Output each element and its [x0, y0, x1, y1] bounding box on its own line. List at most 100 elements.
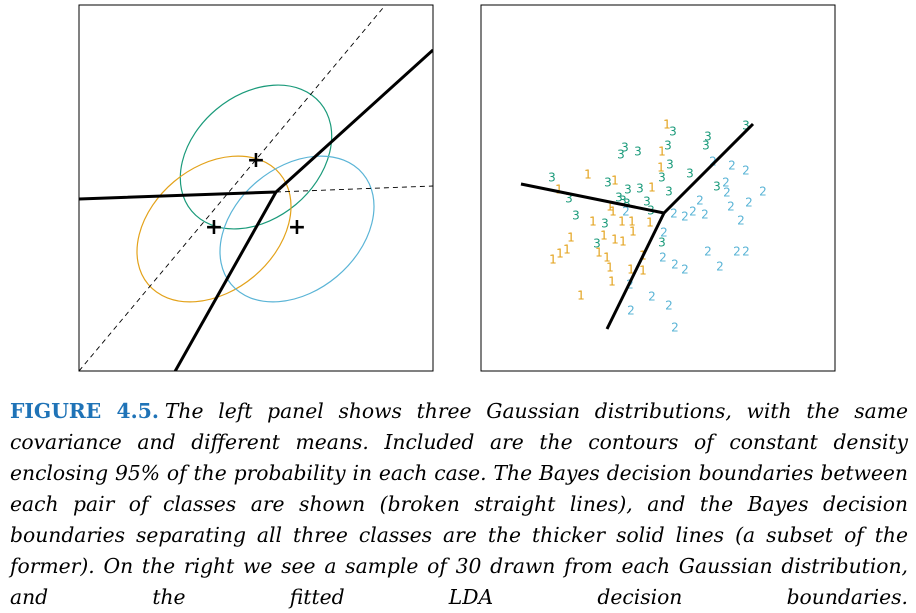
class3-contour: [179, 84, 333, 230]
sample-point-class3: 3: [617, 148, 625, 162]
sample-point-class2: 2: [745, 196, 753, 210]
sample-point-class3: 3: [664, 139, 672, 153]
sample-point-class1: 1: [577, 289, 585, 303]
sample-point-class2: 2: [701, 208, 709, 222]
sample-point-class2: 2: [727, 200, 735, 214]
sample-point-class2: 2: [716, 260, 724, 274]
sample-point-class3: 3: [548, 171, 556, 185]
sample-point-class3: 3: [658, 236, 666, 250]
sample-point-class3: 3: [665, 185, 673, 199]
sample-point-class1: 1: [627, 263, 635, 277]
sample-point-class3: 3: [666, 158, 674, 172]
lda-boundary-down: [605, 212, 666, 330]
lda-boundary-left: [520, 182, 665, 215]
sample-point-class3: 3: [615, 191, 623, 205]
sample-point-class3: 3: [704, 130, 712, 144]
sample-point-class1: 1: [606, 261, 614, 275]
sample-point-class2: 2: [648, 290, 656, 304]
sample-point-class2: 2: [722, 176, 730, 190]
sample-point-class2: 2: [728, 159, 736, 173]
sample-point-class2: 2: [709, 155, 717, 169]
sample-point-class1: 1: [619, 235, 627, 249]
sample-point-class1: 1: [611, 174, 619, 188]
sample-point-class1: 1: [600, 229, 608, 243]
sample-point-class3: 3: [593, 237, 601, 251]
left-panel-frame: [78, 4, 434, 372]
sample-point-class2: 2: [723, 186, 731, 200]
sample-point-class3: 3: [658, 171, 666, 185]
sample-point-class2: 2: [665, 299, 673, 313]
mean-marker-class3: +: [247, 148, 265, 173]
sample-point-class2: 2: [737, 214, 745, 228]
sample-point-class3: 3: [619, 194, 627, 208]
sample-point-class3: 3: [634, 145, 642, 159]
sample-point-class3: 3: [623, 197, 631, 211]
bayes-boundary-solid: [79, 48, 433, 201]
sample-point-class3: 3: [702, 139, 710, 153]
sample-point-class3: 3: [601, 217, 609, 231]
bayes-boundary-dashed-1: [79, 5, 387, 371]
sample-point-class1: 1: [646, 216, 654, 230]
sample-point-class2: 2: [681, 210, 689, 224]
sample-point-class1: 1: [549, 253, 557, 267]
mean-marker-class2: +: [288, 215, 306, 240]
sample-point-class2: 2: [742, 164, 750, 178]
sample-point-class2: 2: [671, 258, 679, 272]
sample-point-class2: 2: [659, 251, 667, 265]
sample-point-class2: 2: [671, 321, 679, 335]
right-panel-frame: [480, 4, 836, 372]
sample-point-class1: 1: [648, 181, 656, 195]
lda-boundary-upper-right: [662, 122, 755, 215]
sample-points: 13 333 333 311 3 2 2 213 3 1 3 33 21 3 3 1 3 2 23 333 31 2 223…: [548, 118, 767, 335]
sample-point-class2: 2: [742, 245, 750, 259]
caption-label: FIGURE 4.5.: [10, 399, 159, 423]
sample-point-class2: 2: [627, 304, 635, 318]
sample-point-class3: 3: [604, 176, 612, 190]
sample-point-class1: 1: [603, 251, 611, 265]
sample-point-class2: 2: [733, 245, 741, 259]
mean-marker-class1: +: [205, 215, 223, 240]
sample-point-class3: 3: [572, 209, 580, 223]
class1-contour: [136, 155, 292, 303]
sample-point-class2: 2: [704, 245, 712, 259]
sample-point-class3: 3: [565, 192, 573, 206]
caption-text: The left panel shows three Gaussian dist…: [10, 399, 909, 609]
figure: + + + 13 333 333 311 3 2 2 213 3 1 3 33 21 3 3 1 3 2 23 333…: [78, 4, 836, 372]
figure-caption: FIGURE 4.5. The left panel shows three Ga…: [10, 396, 908, 613]
sample-point-class1: 1: [584, 168, 592, 182]
sample-point-class1: 1: [639, 264, 647, 278]
sample-point-class2: 2: [622, 205, 630, 219]
sample-point-class3: 3: [713, 180, 721, 194]
sample-point-class3: 3: [624, 183, 632, 197]
sample-point-class1: 1: [595, 246, 603, 260]
sample-point-class1: 1: [555, 183, 563, 197]
sample-point-class2: 2: [681, 263, 689, 277]
sample-point-class1: 1: [556, 247, 564, 261]
class2-contour: [219, 155, 375, 303]
sample-point-class3: 3: [669, 125, 677, 139]
sample-point-class3: 3: [643, 195, 651, 209]
bayes-boundary-solid-down: [173, 191, 278, 371]
sample-point-class2: 2: [689, 205, 697, 219]
right-panel: 13 333 333 311 3 2 2 213 3 1 3 33 21 3 3 1 3 2 23 333 31 2 223…: [480, 4, 836, 372]
sample-point-class1: 1: [658, 145, 666, 159]
sample-point-class1: 1: [611, 233, 619, 247]
sample-point-class3: 3: [636, 182, 644, 196]
sample-point-class3: 3: [621, 141, 629, 155]
sample-point-class1: 1: [629, 225, 637, 239]
sample-point-class1: 1: [589, 215, 597, 229]
sample-point-class2: 2: [696, 194, 704, 208]
sample-point-class1: 1: [628, 215, 636, 229]
sample-point-class2: 2: [660, 226, 668, 240]
sample-point-class1: 1: [563, 243, 571, 257]
sample-point-class3: 3: [686, 167, 694, 181]
sample-point-class1: 1: [609, 205, 617, 219]
sample-point-class1: 1: [606, 200, 614, 214]
sample-point-class2: 2: [759, 185, 767, 199]
sample-point-class1: 1: [567, 231, 575, 245]
sample-point-class1: 1: [618, 215, 626, 229]
left-panel: + + +: [78, 4, 434, 372]
sample-point-class1: 1: [657, 161, 665, 175]
sample-point-class1: 1: [663, 118, 671, 132]
bayes-boundary-dashed-2: [275, 185, 433, 193]
